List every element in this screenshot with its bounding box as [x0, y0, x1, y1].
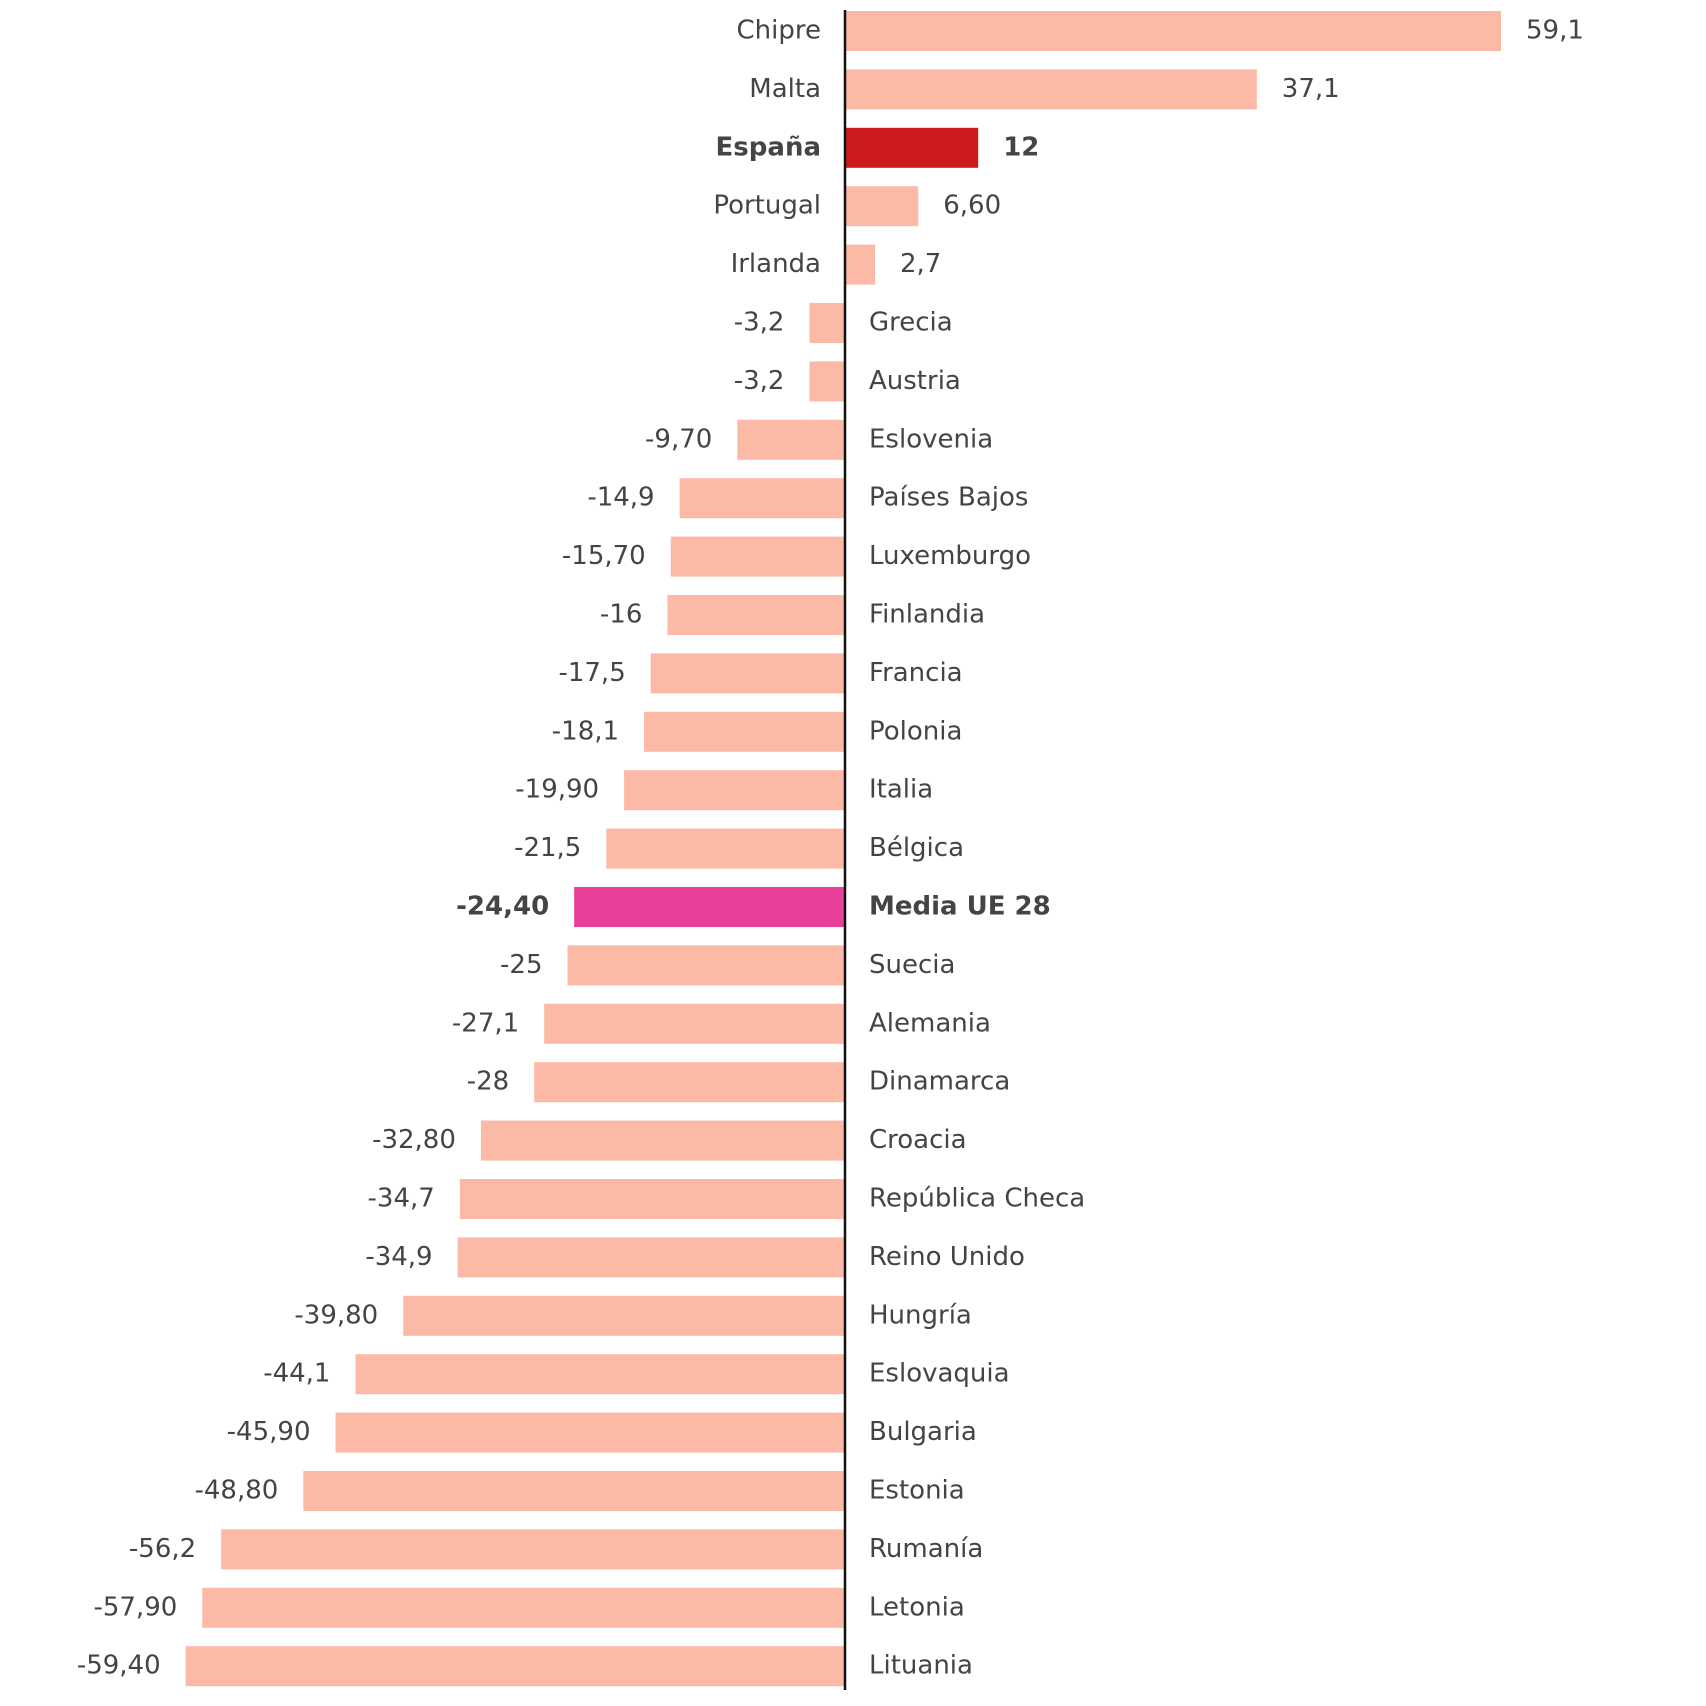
- bar: [303, 1471, 845, 1511]
- bar: [650, 653, 845, 694]
- value-label: -19,90: [515, 775, 599, 805]
- category-label: Malta: [749, 74, 821, 104]
- bar: [845, 186, 919, 227]
- category-label: Italia: [869, 775, 933, 805]
- bar: [845, 244, 875, 285]
- category-label: Grecia: [869, 308, 953, 338]
- value-label: -45,90: [227, 1417, 311, 1447]
- category-label: República Checa: [869, 1184, 1085, 1214]
- category-label: Eslovaquia: [869, 1359, 1010, 1389]
- value-label: -48,80: [194, 1476, 278, 1506]
- value-label: -14,9: [587, 483, 654, 513]
- category-label: Luxemburgo: [869, 541, 1031, 571]
- bar: [845, 11, 1502, 51]
- bar: [845, 69, 1257, 110]
- value-label: -28: [467, 1067, 509, 1097]
- value-label: -27,1: [452, 1008, 519, 1038]
- value-label: -34,7: [368, 1184, 435, 1214]
- value-label: 2,7: [900, 249, 941, 279]
- category-label: Alemania: [869, 1008, 991, 1038]
- bar: [624, 770, 845, 811]
- category-label: Rumanía: [869, 1534, 983, 1564]
- bar: [202, 1587, 845, 1628]
- value-label: -59,40: [77, 1651, 161, 1681]
- bar: [457, 1237, 845, 1278]
- value-label: -16: [600, 600, 642, 630]
- bar: [567, 945, 845, 986]
- category-label: Portugal: [713, 191, 821, 221]
- category-label: Irlanda: [731, 249, 821, 279]
- value-label: -34,9: [365, 1242, 432, 1272]
- bar: [185, 1646, 845, 1687]
- value-label: -21,5: [514, 833, 581, 863]
- value-label: -57,90: [93, 1592, 177, 1622]
- value-label: -3,2: [734, 366, 785, 396]
- bar: [606, 828, 845, 869]
- value-label: -44,1: [263, 1359, 330, 1389]
- value-label: -32,80: [372, 1125, 456, 1155]
- bar: [679, 478, 845, 519]
- bar: [737, 419, 845, 460]
- bar: [809, 303, 845, 343]
- value-label: -39,80: [294, 1300, 378, 1330]
- bar: [221, 1529, 845, 1570]
- value-label: 6,60: [943, 191, 1001, 221]
- value-label: -3,2: [734, 308, 785, 338]
- bar: [403, 1295, 845, 1336]
- value-label: -15,70: [562, 541, 646, 571]
- value-label: -18,1: [552, 716, 619, 746]
- value-label: 37,1: [1282, 74, 1340, 104]
- value-label: -24,40: [456, 892, 549, 922]
- value-label: -17,5: [558, 658, 625, 688]
- category-label: Reino Unido: [869, 1242, 1025, 1272]
- category-label: Francia: [869, 658, 963, 688]
- category-label: Croacia: [869, 1125, 967, 1155]
- bar: [459, 1179, 845, 1219]
- bar: [335, 1412, 845, 1453]
- category-label: Países Bajos: [869, 483, 1028, 513]
- value-label: 12: [1003, 132, 1039, 162]
- bar: [355, 1354, 845, 1395]
- category-label: Letonia: [869, 1592, 965, 1622]
- value-label: -9,70: [645, 424, 712, 454]
- value-label: -56,2: [129, 1534, 196, 1564]
- bar: [574, 887, 845, 927]
- category-label: Finlandia: [869, 600, 985, 630]
- value-label: -25: [500, 950, 542, 980]
- category-label: Estonia: [869, 1476, 965, 1506]
- category-label: Bélgica: [869, 833, 964, 863]
- category-label: Eslovenia: [869, 424, 993, 454]
- category-label: Chipre: [737, 16, 821, 46]
- category-label: España: [716, 132, 821, 162]
- category-label: Hungría: [869, 1300, 972, 1330]
- bar: [544, 1003, 845, 1044]
- category-label: Bulgaria: [869, 1417, 977, 1447]
- category-label: Lituania: [869, 1651, 973, 1681]
- bar: [667, 595, 845, 635]
- bar: [480, 1120, 845, 1161]
- category-label: Dinamarca: [869, 1067, 1010, 1097]
- bar: [845, 127, 979, 168]
- bar: [644, 711, 845, 752]
- bar: [809, 361, 845, 402]
- value-label: 59,1: [1526, 16, 1584, 46]
- category-label: Suecia: [869, 950, 955, 980]
- category-label: Media UE 28: [869, 892, 1051, 922]
- bar: [534, 1062, 845, 1103]
- bar: [670, 536, 845, 577]
- category-label: Austria: [869, 366, 961, 396]
- category-label: Polonia: [869, 716, 962, 746]
